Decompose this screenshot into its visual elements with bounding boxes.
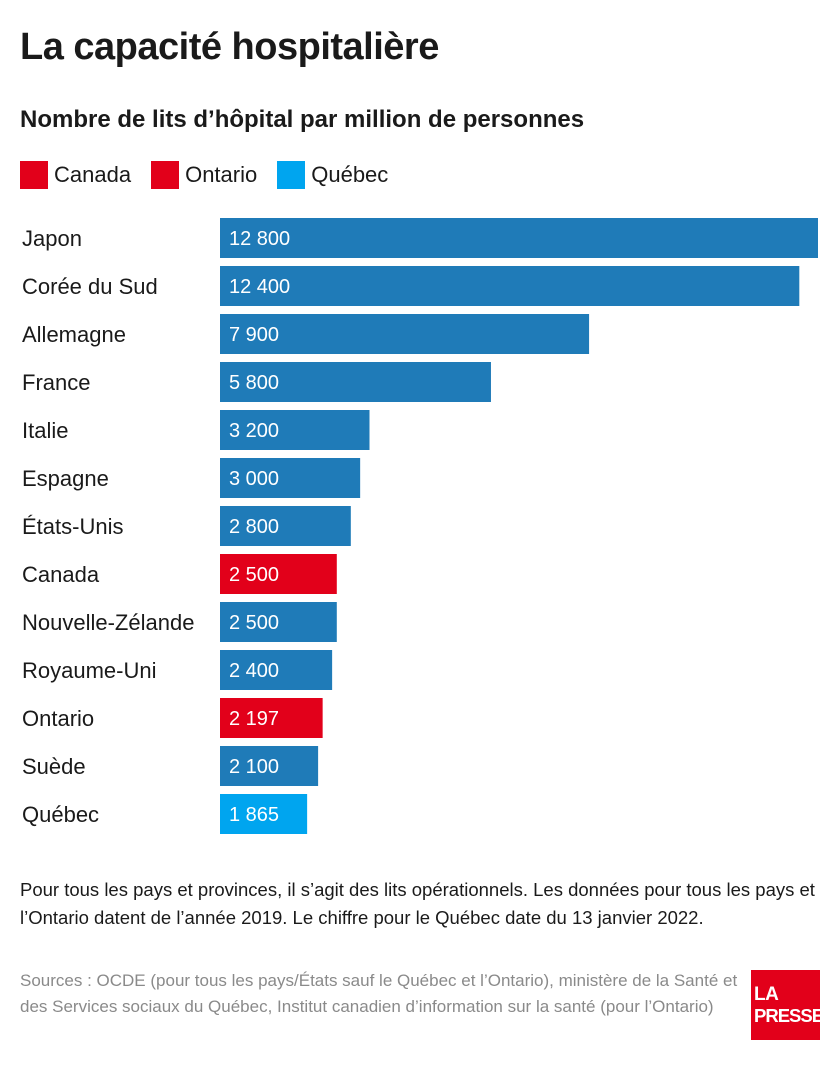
value-label-ontario: 2 197 xyxy=(229,708,279,730)
legend: Canada Ontario Québec xyxy=(20,159,408,191)
bar-coree-du-sud xyxy=(220,266,800,306)
bar-france xyxy=(220,362,491,402)
legend-label-ontario: Ontario xyxy=(185,162,258,187)
bar-japon xyxy=(220,218,818,258)
footnote: Pour tous les pays et provinces, il s’ag… xyxy=(20,879,815,928)
legend-label-canada: Canada xyxy=(54,162,132,187)
category-label-japon: Japon xyxy=(22,226,82,251)
category-label-allemagne: Allemagne xyxy=(22,322,126,347)
value-label-allemagne: 7 900 xyxy=(229,324,279,346)
value-label-etats-unis: 2 800 xyxy=(229,516,279,538)
bar-canada xyxy=(220,554,337,594)
category-label-nouvelle-zelande: Nouvelle-Zélande xyxy=(22,610,194,635)
legend-label-quebec: Québec xyxy=(311,162,389,187)
logo-text-presse: PRESSE xyxy=(754,1005,824,1026)
value-label-suede: 2 100 xyxy=(229,756,279,778)
bar-espagne xyxy=(220,458,361,498)
bar-chart: Japon 12 800 Corée du Sud 12 400 Allemagne 7 … xyxy=(22,218,818,834)
value-label-royaume-uni: 2 400 xyxy=(229,660,279,682)
value-label-coree-du-sud: 12 400 xyxy=(229,276,290,298)
category-label-coree-du-sud: Corée du Sud xyxy=(22,274,158,299)
value-label-italie: 3 200 xyxy=(229,420,279,442)
bar-etats-unis xyxy=(220,506,351,546)
value-label-france: 5 800 xyxy=(229,372,279,394)
value-label-quebec: 1 865 xyxy=(229,804,279,826)
category-label-quebec: Québec xyxy=(22,802,99,827)
category-label-canada: Canada xyxy=(22,562,100,587)
la-presse-logo: LA PRESSE xyxy=(751,970,824,1040)
category-label-etats-unis: États-Unis xyxy=(22,514,123,539)
legend-swatch-ontario xyxy=(151,161,180,189)
sources: Sources : OCDE (pour tous les pays/États… xyxy=(20,971,738,1016)
value-label-canada: 2 500 xyxy=(229,564,279,586)
legend-item-ontario: Ontario xyxy=(151,161,257,189)
logo-text-la: LA xyxy=(754,984,779,1005)
bar-ontario xyxy=(220,698,323,738)
legend-item-canada: Canada xyxy=(20,161,131,189)
category-label-italie: Italie xyxy=(22,418,68,443)
category-label-ontario: Ontario xyxy=(22,706,94,731)
bar-allemagne xyxy=(220,314,590,354)
legend-swatch-canada xyxy=(20,161,48,189)
category-label-royaume-uni: Royaume-Uni xyxy=(22,658,157,683)
category-label-france: France xyxy=(22,370,90,395)
legend-swatch-quebec xyxy=(277,161,306,189)
bar-nouvelle-zelande xyxy=(220,602,337,642)
value-label-espagne: 3 000 xyxy=(229,468,279,490)
value-label-japon: 12 800 xyxy=(229,228,290,250)
bar-quebec xyxy=(220,794,308,834)
chart-subtitle: Nombre de lits d’hôpital par million de … xyxy=(20,106,585,133)
category-label-suede: Suède xyxy=(22,754,86,779)
chart-title: La capacité hospitalière xyxy=(20,26,439,68)
bar-suede xyxy=(220,746,319,786)
legend-item-quebec: Québec xyxy=(277,161,388,189)
value-label-nouvelle-zelande: 2 500 xyxy=(229,612,279,634)
category-label-espagne: Espagne xyxy=(22,466,109,491)
bar-royaume-uni xyxy=(220,650,333,690)
bar-italie xyxy=(220,410,370,450)
